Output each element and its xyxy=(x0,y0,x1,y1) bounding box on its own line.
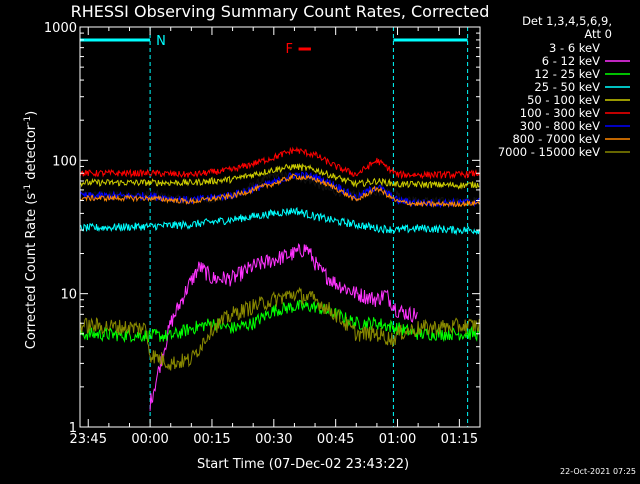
series-line-6 xyxy=(79,171,480,209)
legend-label-5: 100 - 300 keV xyxy=(520,106,600,120)
flare-label: F xyxy=(286,42,293,57)
chart-title: RHESSI Observing Summary Count Rates, Co… xyxy=(71,2,490,21)
legend-header-line2: Att 0 xyxy=(584,27,612,41)
series-line-3 xyxy=(79,206,480,236)
legend-label-3: 25 - 50 keV xyxy=(534,80,600,94)
x-axis-label: Start Time (07-Dec-02 23:43:22) xyxy=(197,457,409,472)
x-tick-label-3: 00:30 xyxy=(255,432,292,447)
x-tick-label-0: 23:45 xyxy=(70,432,107,447)
y-tick-label-3: 1000 xyxy=(44,21,77,36)
series-line-7 xyxy=(79,173,480,208)
x-tick-label-5: 01:00 xyxy=(379,432,416,447)
legend-header-line1: Det 1,3,4,5,6,9, xyxy=(522,14,612,28)
legend-label-2: 12 - 25 keV xyxy=(534,67,600,81)
legend-label-0: 3 - 6 keV xyxy=(549,41,600,55)
legend-label-7: 800 - 7000 keV xyxy=(512,132,600,146)
plot-marks: N F 23:45 00:00 00:15 00:30 00:45 01:00 01:15 1 10… xyxy=(44,21,630,447)
legend-label-6: 300 - 800 keV xyxy=(520,119,600,133)
night-label: N xyxy=(156,34,166,49)
series-line-2 xyxy=(79,299,480,343)
timestamp: 22-Oct-2021 07:25 xyxy=(560,467,636,476)
legend-label-1: 6 - 12 keV xyxy=(542,54,600,68)
legend-label-4: 50 - 100 keV xyxy=(527,93,600,107)
series-line-0 xyxy=(79,170,480,207)
series-line-4 xyxy=(79,162,480,190)
x-tick-label-2: 00:15 xyxy=(193,432,230,447)
x-tick-label-1: 00:00 xyxy=(131,432,168,447)
plot-frame xyxy=(79,26,481,428)
y-tick-label-2: 100 xyxy=(52,154,77,169)
series-line-5 xyxy=(79,146,480,180)
y-tick-label-0: 1 xyxy=(69,421,77,436)
series-line-1 xyxy=(149,242,418,411)
legend-label-8: 7000 - 15000 keV xyxy=(498,145,600,159)
x-tick-label-6: 01:15 xyxy=(441,432,478,447)
y-axis-label: Corrected Count Rate (s-1 detector-1) xyxy=(23,111,39,349)
y-tick-label-1: 10 xyxy=(60,288,77,303)
x-tick-label-4: 00:45 xyxy=(317,432,354,447)
series-line-8 xyxy=(79,286,480,371)
